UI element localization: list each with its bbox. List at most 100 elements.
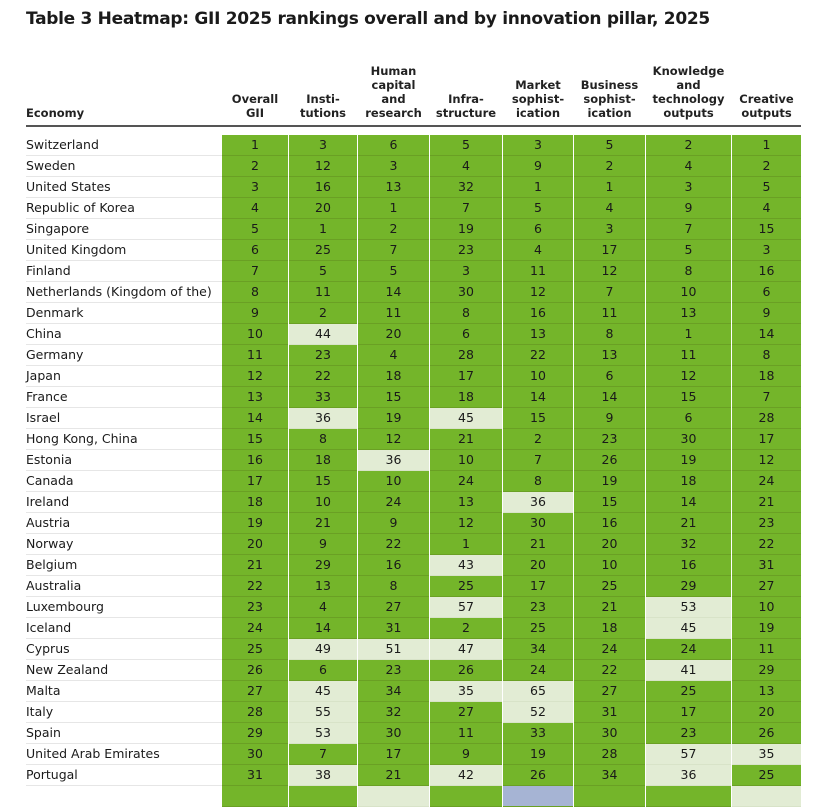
heatmap-cell-overall-gii bbox=[222, 786, 288, 807]
heatmap-cell-infrastructure: 47 bbox=[430, 639, 502, 660]
economy-name: Cyprus bbox=[26, 641, 70, 656]
heatmap-cell-business-sophistication: 24 bbox=[574, 639, 645, 660]
heatmap-cell-overall-gii: 3 bbox=[222, 177, 288, 198]
heatmap-cell-knowledge-technology: 5 bbox=[646, 240, 731, 261]
heatmap-cell-human-capital: 14 bbox=[358, 282, 429, 303]
heatmap-cell-creative-outputs: 9 bbox=[732, 303, 801, 324]
heatmap-cell-human-capital: 34 bbox=[358, 681, 429, 702]
heatmap-cell-market-sophistication: 7 bbox=[503, 450, 573, 471]
row-divider bbox=[26, 638, 222, 639]
heatmap-cell-business-sophistication: 20 bbox=[574, 534, 645, 555]
heatmap-cell-business-sophistication: 1 bbox=[574, 177, 645, 198]
heatmap-cell-knowledge-technology: 1 bbox=[646, 324, 731, 345]
heatmap-cell-creative-outputs: 14 bbox=[732, 324, 801, 345]
heatmap-cell-business-sophistication: 19 bbox=[574, 471, 645, 492]
table-row: Republic of Korea 4 20 1 7 5 4 9 4 bbox=[0, 198, 819, 219]
heatmap-cell-infrastructure: 13 bbox=[430, 492, 502, 513]
table-row: Spain 29 53 30 11 33 30 23 26 bbox=[0, 723, 819, 744]
economy-name: China bbox=[26, 326, 62, 341]
row-divider bbox=[26, 323, 222, 324]
heatmap-cell-market-sophistication: 1 bbox=[503, 177, 573, 198]
heatmap-cell-human-capital: 3 bbox=[358, 156, 429, 177]
heatmap-cell-business-sophistication: 3 bbox=[574, 219, 645, 240]
economy-name: Canada bbox=[26, 473, 74, 488]
heatmap-cell-institutions: 2 bbox=[289, 303, 357, 324]
heatmap-cell-overall-gii: 19 bbox=[222, 513, 288, 534]
heatmap-cell-human-capital: 32 bbox=[358, 702, 429, 723]
row-divider bbox=[26, 302, 222, 303]
table-row: Australia 22 13 8 25 17 25 29 27 bbox=[0, 576, 819, 597]
heatmap-cell-human-capital: 2 bbox=[358, 219, 429, 240]
heatmap-cell-infrastructure: 42 bbox=[430, 765, 502, 786]
heatmap-cell-overall-gii: 26 bbox=[222, 660, 288, 681]
heatmap-cell-business-sophistication: 34 bbox=[574, 765, 645, 786]
heatmap-cell-market-sophistication: 11 bbox=[503, 261, 573, 282]
heatmap-cell-creative-outputs: 11 bbox=[732, 639, 801, 660]
heatmap-cell-market-sophistication: 14 bbox=[503, 387, 573, 408]
heatmap-cell-institutions: 1 bbox=[289, 219, 357, 240]
heatmap-cell-infrastructure: 27 bbox=[430, 702, 502, 723]
heatmap-cell-knowledge-technology: 41 bbox=[646, 660, 731, 681]
heatmap-cell-market-sophistication: 20 bbox=[503, 555, 573, 576]
heatmap-cell-creative-outputs: 10 bbox=[732, 597, 801, 618]
heatmap-cell-institutions: 14 bbox=[289, 618, 357, 639]
heatmap-cell-human-capital: 30 bbox=[358, 723, 429, 744]
heatmap-cell-business-sophistication: 15 bbox=[574, 492, 645, 513]
heatmap-cell-overall-gii: 1 bbox=[222, 135, 288, 156]
heatmap-cell-human-capital: 6 bbox=[358, 135, 429, 156]
heatmap-cell-overall-gii: 12 bbox=[222, 366, 288, 387]
heatmap-cell-knowledge-technology: 29 bbox=[646, 576, 731, 597]
heatmap-cell-creative-outputs: 16 bbox=[732, 261, 801, 282]
heatmap-cell-market-sophistication: 17 bbox=[503, 576, 573, 597]
economy-name: Japan bbox=[26, 368, 61, 383]
heatmap-cell-market-sophistication: 12 bbox=[503, 282, 573, 303]
heatmap-cell-market-sophistication: 19 bbox=[503, 744, 573, 765]
heatmap-cell-business-sophistication: 17 bbox=[574, 240, 645, 261]
heatmap-cell-institutions: 49 bbox=[289, 639, 357, 660]
row-divider bbox=[26, 491, 222, 492]
heatmap-cell-overall-gii: 21 bbox=[222, 555, 288, 576]
heatmap-cell-business-sophistication: 28 bbox=[574, 744, 645, 765]
heatmap-cell-business-sophistication: 22 bbox=[574, 660, 645, 681]
row-divider bbox=[26, 176, 222, 177]
heatmap-cell-creative-outputs: 1 bbox=[732, 135, 801, 156]
heatmap-cell-overall-gii: 4 bbox=[222, 198, 288, 219]
row-divider bbox=[26, 386, 222, 387]
heatmap-cell-knowledge-technology: 10 bbox=[646, 282, 731, 303]
heatmap-cell-infrastructure: 25 bbox=[430, 576, 502, 597]
heatmap-cell-overall-gii: 30 bbox=[222, 744, 288, 765]
table-row: Ireland 18 10 24 13 36 15 14 21 bbox=[0, 492, 819, 513]
heatmap-cell-institutions: 55 bbox=[289, 702, 357, 723]
economy-name: Finland bbox=[26, 263, 71, 278]
column-header-economy: Economy bbox=[26, 106, 85, 120]
economy-name: United Arab Emirates bbox=[26, 746, 160, 761]
table-row: Austria 19 21 9 12 30 16 21 23 bbox=[0, 513, 819, 534]
column-header-business-sophistication: Business sophist- ication bbox=[580, 78, 639, 120]
heatmap-cell-knowledge-technology: 36 bbox=[646, 765, 731, 786]
heatmap-cell-business-sophistication: 2 bbox=[574, 156, 645, 177]
heatmap-cell-human-capital: 21 bbox=[358, 765, 429, 786]
heatmap-cell-creative-outputs: 18 bbox=[732, 366, 801, 387]
row-divider bbox=[26, 407, 222, 408]
heatmap-cell-business-sophistication: 13 bbox=[574, 345, 645, 366]
heatmap-cell-market-sophistication: 4 bbox=[503, 240, 573, 261]
column-header-human-capital: Human capital and research bbox=[365, 64, 422, 120]
heatmap-cell-market-sophistication: 24 bbox=[503, 660, 573, 681]
heatmap-cell-institutions: 10 bbox=[289, 492, 357, 513]
row-divider bbox=[26, 218, 222, 219]
column-header-institutions: Insti- tutions bbox=[299, 92, 347, 120]
heatmap-cell-human-capital: 18 bbox=[358, 366, 429, 387]
heatmap-cell-business-sophistication: 16 bbox=[574, 513, 645, 534]
heatmap-cell-institutions: 36 bbox=[289, 408, 357, 429]
heatmap-cell-overall-gii: 31 bbox=[222, 765, 288, 786]
heatmap-cell-business-sophistication: 23 bbox=[574, 429, 645, 450]
column-header-infrastructure: Infra- structure bbox=[435, 92, 497, 120]
table-title: Table 3 Heatmap: GII 2025 rankings overa… bbox=[26, 9, 710, 29]
heatmap-cell-human-capital: 16 bbox=[358, 555, 429, 576]
heatmap-cell-overall-gii: 27 bbox=[222, 681, 288, 702]
heatmap-cell-creative-outputs: 21 bbox=[732, 492, 801, 513]
heatmap-cell-business-sophistication: 26 bbox=[574, 450, 645, 471]
heatmap-cell-business-sophistication: 11 bbox=[574, 303, 645, 324]
heatmap-cell-institutions: 21 bbox=[289, 513, 357, 534]
heatmap-cell-human-capital: 36 bbox=[358, 450, 429, 471]
